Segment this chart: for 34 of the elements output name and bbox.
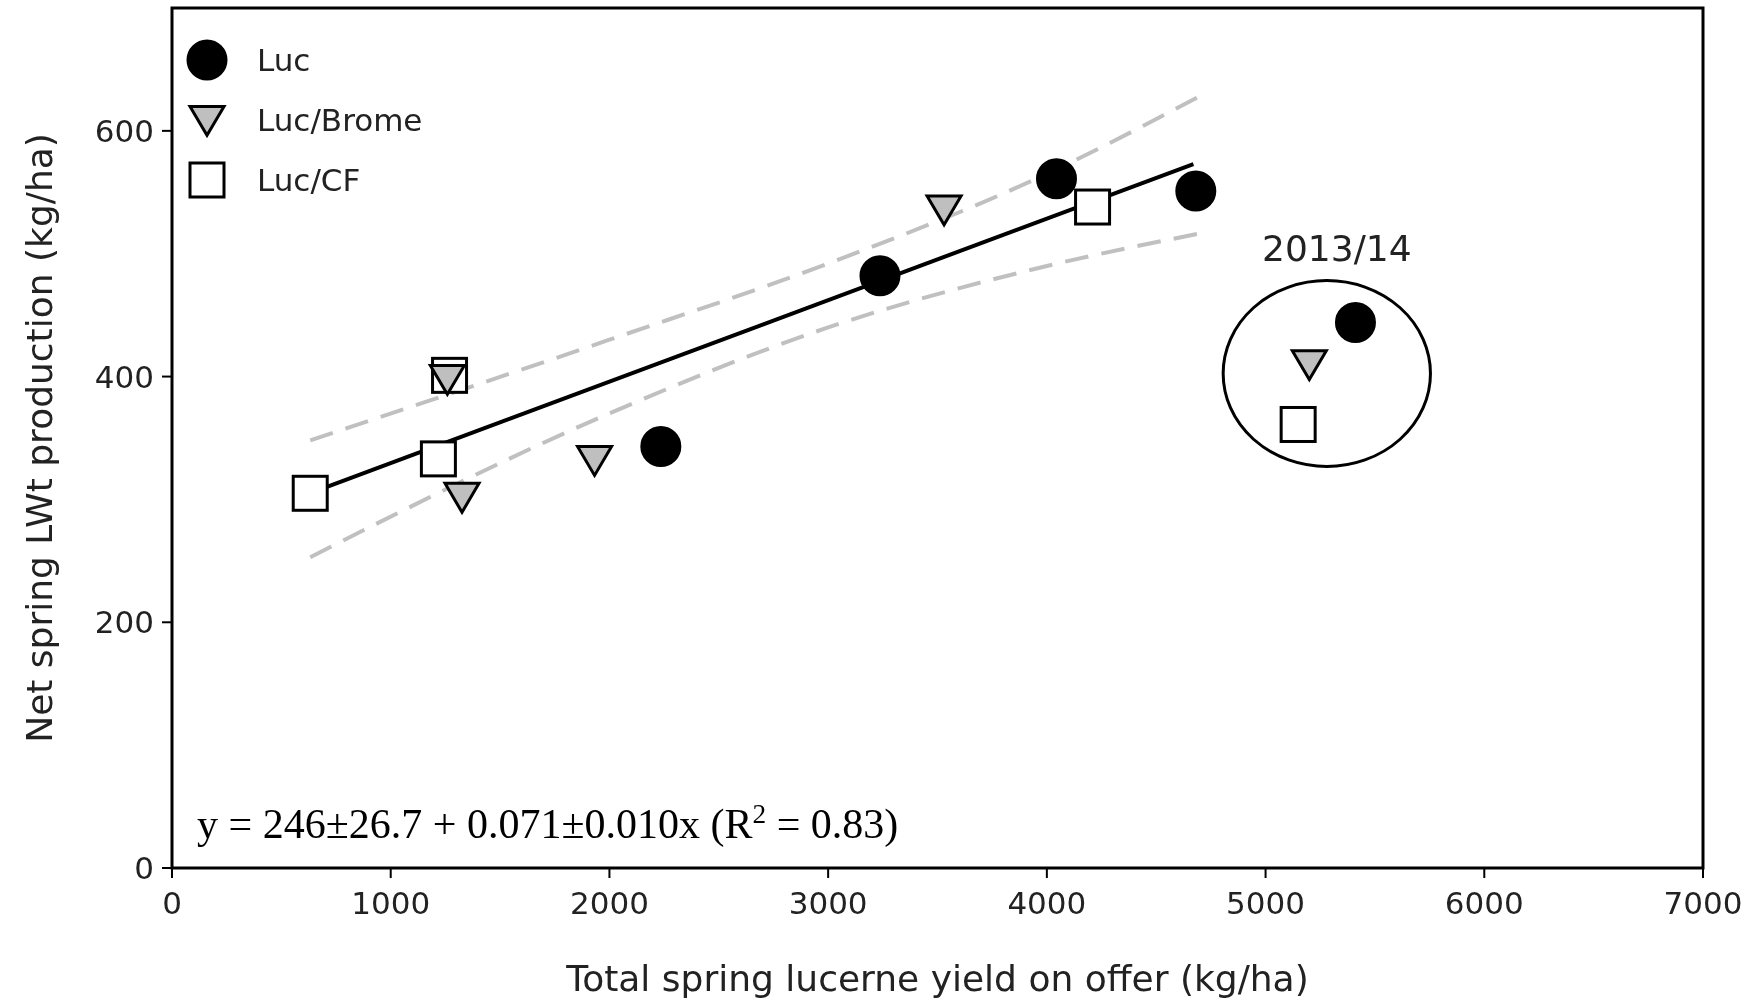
point: [925, 194, 963, 227]
point: [291, 474, 329, 512]
annotation: y = 246±26.7 + 0.071±0.010x (R$^{2}$ = 0.83): [197, 799, 899, 848]
point: [1035, 158, 1077, 200]
point: [1074, 188, 1112, 226]
point: [1175, 170, 1217, 212]
y-tick-label: 0: [134, 850, 154, 886]
point: [1279, 405, 1317, 443]
x-tick-label: 0: [162, 885, 182, 921]
legend-label: Luc/Brome: [257, 102, 423, 138]
point: [640, 426, 682, 468]
annotation: 2013/14: [1262, 227, 1412, 269]
x-tick-label: 2000: [569, 885, 649, 921]
x-tick-label: 5000: [1226, 885, 1306, 921]
x-tick-label: 6000: [1444, 885, 1524, 921]
point: [576, 445, 614, 477]
y-tick-label: 200: [94, 604, 154, 641]
point: [428, 363, 466, 396]
y-tick-label: 600: [94, 112, 154, 149]
point: [1290, 349, 1328, 382]
x-axis-title: Total spring lucerne yield on offer (kg/ha): [565, 958, 1309, 999]
point: [1334, 302, 1376, 344]
line-series: [308, 232, 1199, 560]
y-tick-label: 400: [94, 358, 154, 395]
x-tick-label: 3000: [788, 885, 868, 921]
x-tick-label: 7000: [1663, 885, 1743, 921]
point: [443, 481, 481, 514]
legend-label: Luc/CF: [257, 162, 361, 198]
point: [419, 440, 457, 478]
point: [859, 255, 901, 297]
x-tick-label: 4000: [1007, 885, 1087, 921]
legend-label: Luc: [257, 42, 311, 78]
x-tick-label: 1000: [351, 885, 431, 921]
y-axis-title: Net spring LWt production (kg/ha): [19, 133, 60, 743]
